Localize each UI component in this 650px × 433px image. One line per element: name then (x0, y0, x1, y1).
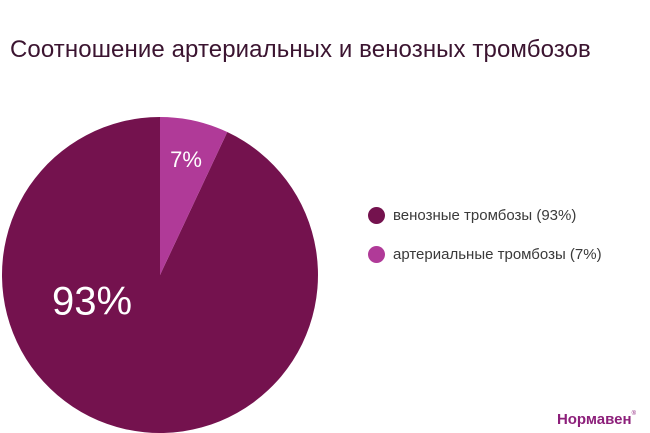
brand-name: Нормавен (556, 411, 632, 428)
legend-label-venous: венозные тромбозы (93%) (393, 206, 577, 224)
legend: венозные тромбозы (93%) артериальные тро… (368, 203, 602, 281)
chart-title: Соотношение артериальных и венозных тром… (10, 36, 591, 63)
legend-swatch-arterial (368, 245, 385, 263)
pie-slice-venous (1, 117, 318, 433)
registered-mark: ® (631, 411, 636, 417)
pie-label-venous: 93% (52, 280, 132, 324)
pie-label-arterial: 7% (170, 147, 202, 172)
legend-item-venous: венозные тромбозы (93%) (368, 203, 602, 227)
legend-item-arterial: артериальные тромбозы (7%) (368, 242, 602, 266)
legend-label-arterial: артериальные тромбозы (7%) (393, 245, 602, 263)
brand-logo: Нормавен® (557, 411, 636, 428)
pie-slice-arterial (160, 117, 228, 275)
legend-swatch-venous (368, 206, 385, 224)
